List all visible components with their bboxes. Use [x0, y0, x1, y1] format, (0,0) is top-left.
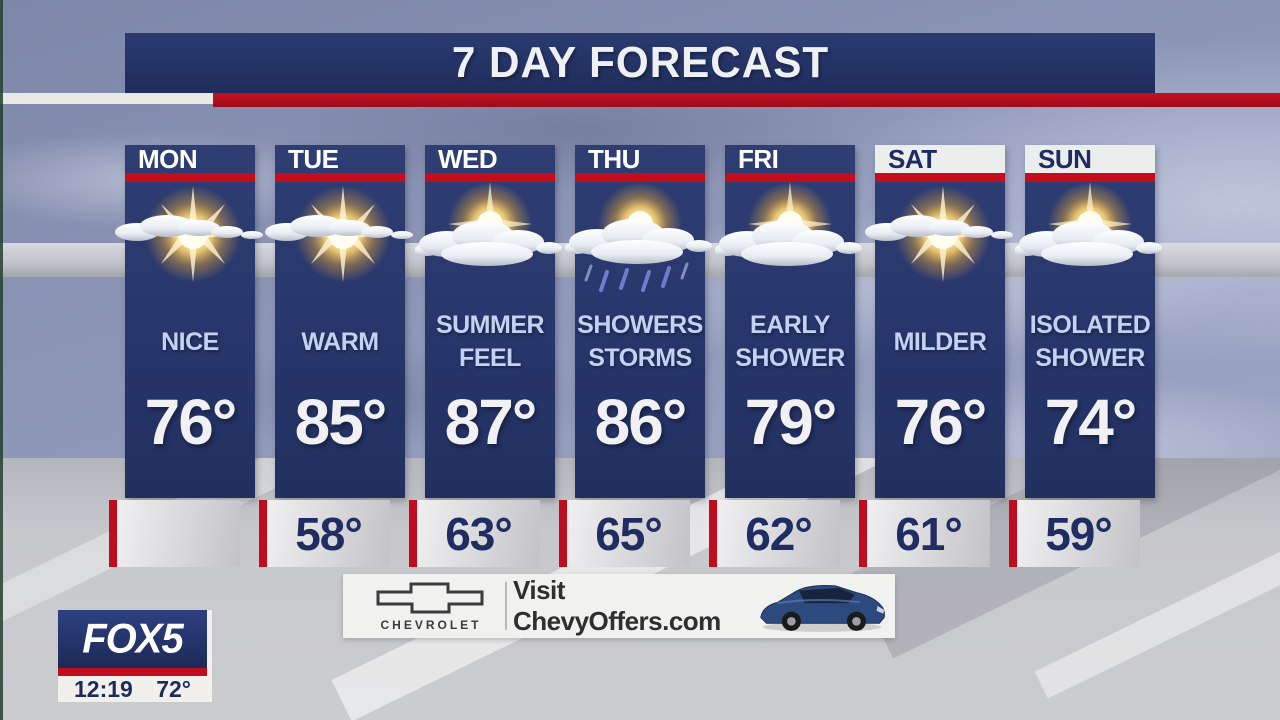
high-temperature: 74°	[1044, 386, 1138, 458]
low-temperature-block	[109, 500, 255, 567]
station-logo-red-stripe	[58, 668, 207, 676]
station-bug: FOX5 12:19 72°	[58, 610, 212, 702]
low-temperature: 58°	[267, 500, 390, 567]
low-temperature-block: 59°	[1009, 500, 1155, 567]
sun-clouds-rain-icon	[565, 181, 715, 303]
low-temperature-block: 62°	[709, 500, 855, 567]
mostly-sunny-icon	[265, 181, 415, 303]
low-temperature: 59°	[1017, 500, 1140, 567]
partly-cloudy-icon	[1015, 181, 1165, 303]
low-temperature-block: 61°	[859, 500, 1005, 567]
forecast-panel: SUN ISOLATED SHOWER 74°	[1025, 145, 1155, 498]
high-temperature: 76°	[894, 386, 988, 458]
forecast-column-thu: THU SHOWERS STORMS 86° 65°	[559, 145, 705, 570]
time-temperature-row: 12:19 72°	[58, 676, 207, 702]
day-label: FRI	[738, 144, 779, 174]
forecast-panel: TUE WARM 85°	[275, 145, 405, 498]
high-temperature: 79°	[744, 386, 838, 458]
chevrolet-logo: CHEVROLET	[365, 578, 497, 634]
low-temp-accent-bar	[109, 500, 117, 567]
partly-cloudy-icon	[415, 181, 565, 303]
forecast-column-wed: WED SUMMER FEEL 87° 63°	[409, 145, 555, 570]
forecast-panel: FRI EARLY SHOWER 79°	[725, 145, 855, 498]
day-underline	[275, 173, 405, 182]
day-label: SUN	[1025, 145, 1155, 174]
low-temp-accent-bar	[859, 500, 867, 567]
title-red-stripe	[213, 93, 1280, 107]
high-temperature: 85°	[294, 386, 388, 458]
low-temperature: 63°	[417, 500, 540, 567]
station-logo: FOX5	[58, 610, 207, 668]
condition-text: ISOLATED SHOWER	[1029, 311, 1151, 372]
day-underline	[125, 173, 255, 182]
current-temperature: 72°	[156, 675, 191, 702]
condition-text: WARM	[301, 327, 379, 356]
condition-text: NICE	[161, 327, 219, 356]
forecast-column-fri: FRI EARLY SHOWER 79° 62°	[709, 145, 855, 570]
low-temp-accent-bar	[259, 500, 267, 567]
chevrolet-ad-banner: CHEVROLET Visit ChevyOffers.com	[343, 574, 895, 638]
current-time: 12:19	[74, 675, 133, 702]
forecast-panel: SAT MILDER 76°	[875, 145, 1005, 498]
condition-text: MILDER	[893, 327, 987, 356]
forecast-column-sat: SAT MILDER 76° 61°	[859, 145, 1005, 570]
condition-text: SHOWERS STORMS	[577, 311, 703, 372]
chevrolet-brand-name: CHEVROLET	[380, 618, 482, 632]
title-white-stripe	[0, 93, 213, 104]
mostly-sunny-icon	[115, 181, 265, 303]
day-label: THU	[588, 144, 640, 174]
forecast-column-sun: SUN ISOLATED SHOWER 74° 59°	[1009, 145, 1155, 570]
day-underline	[575, 173, 705, 182]
low-temperature-block: 65°	[559, 500, 705, 567]
forecast-column-tue: TUE WARM 85° 58°	[259, 145, 405, 570]
forecast-panel: THU SHOWERS STORMS 86°	[575, 145, 705, 498]
day-label: SAT	[875, 145, 1005, 174]
day-label: MON	[138, 144, 198, 174]
condition-text: SUMMER FEEL	[435, 311, 545, 372]
blue-suv-image	[755, 576, 889, 636]
low-temp-accent-bar	[1009, 500, 1017, 567]
forecast-column-mon: MON NICE 76°	[109, 145, 255, 570]
low-temperature: 62°	[717, 500, 840, 567]
low-temperature: 65°	[567, 500, 690, 567]
low-temperature: 61°	[867, 500, 990, 567]
page-title: 7 DAY FORECAST	[451, 38, 829, 87]
ad-message: Visit ChevyOffers.com	[513, 575, 721, 636]
condition-text: EARLY SHOWER	[735, 311, 845, 372]
forecast-panel: MON NICE 76°	[125, 145, 255, 498]
low-temperature	[117, 500, 240, 567]
low-temperature-block: 58°	[259, 500, 405, 567]
day-label: TUE	[288, 144, 339, 174]
high-temperature: 76°	[144, 386, 238, 458]
forecast-panel: WED SUMMER FEEL 87°	[425, 145, 555, 498]
high-temperature: 87°	[444, 386, 538, 458]
high-temperature: 86°	[594, 386, 688, 458]
title-bar: 7 DAY FORECAST	[125, 33, 1155, 93]
mostly-sunny-icon	[865, 181, 1015, 303]
day-underline	[1025, 173, 1155, 182]
day-underline	[425, 173, 555, 182]
day-label: WED	[438, 144, 498, 174]
day-underline	[875, 173, 1005, 182]
station-name: FOX5	[82, 615, 183, 662]
ad-divider	[505, 582, 507, 630]
low-temp-accent-bar	[709, 500, 717, 567]
day-underline	[725, 173, 855, 182]
partly-cloudy-icon	[715, 181, 865, 303]
chevrolet-bowtie-icon	[375, 581, 485, 615]
video-edge-artifact	[0, 0, 3, 720]
low-temperature-block: 63°	[409, 500, 555, 567]
low-temp-accent-bar	[559, 500, 567, 567]
low-temp-accent-bar	[409, 500, 417, 567]
